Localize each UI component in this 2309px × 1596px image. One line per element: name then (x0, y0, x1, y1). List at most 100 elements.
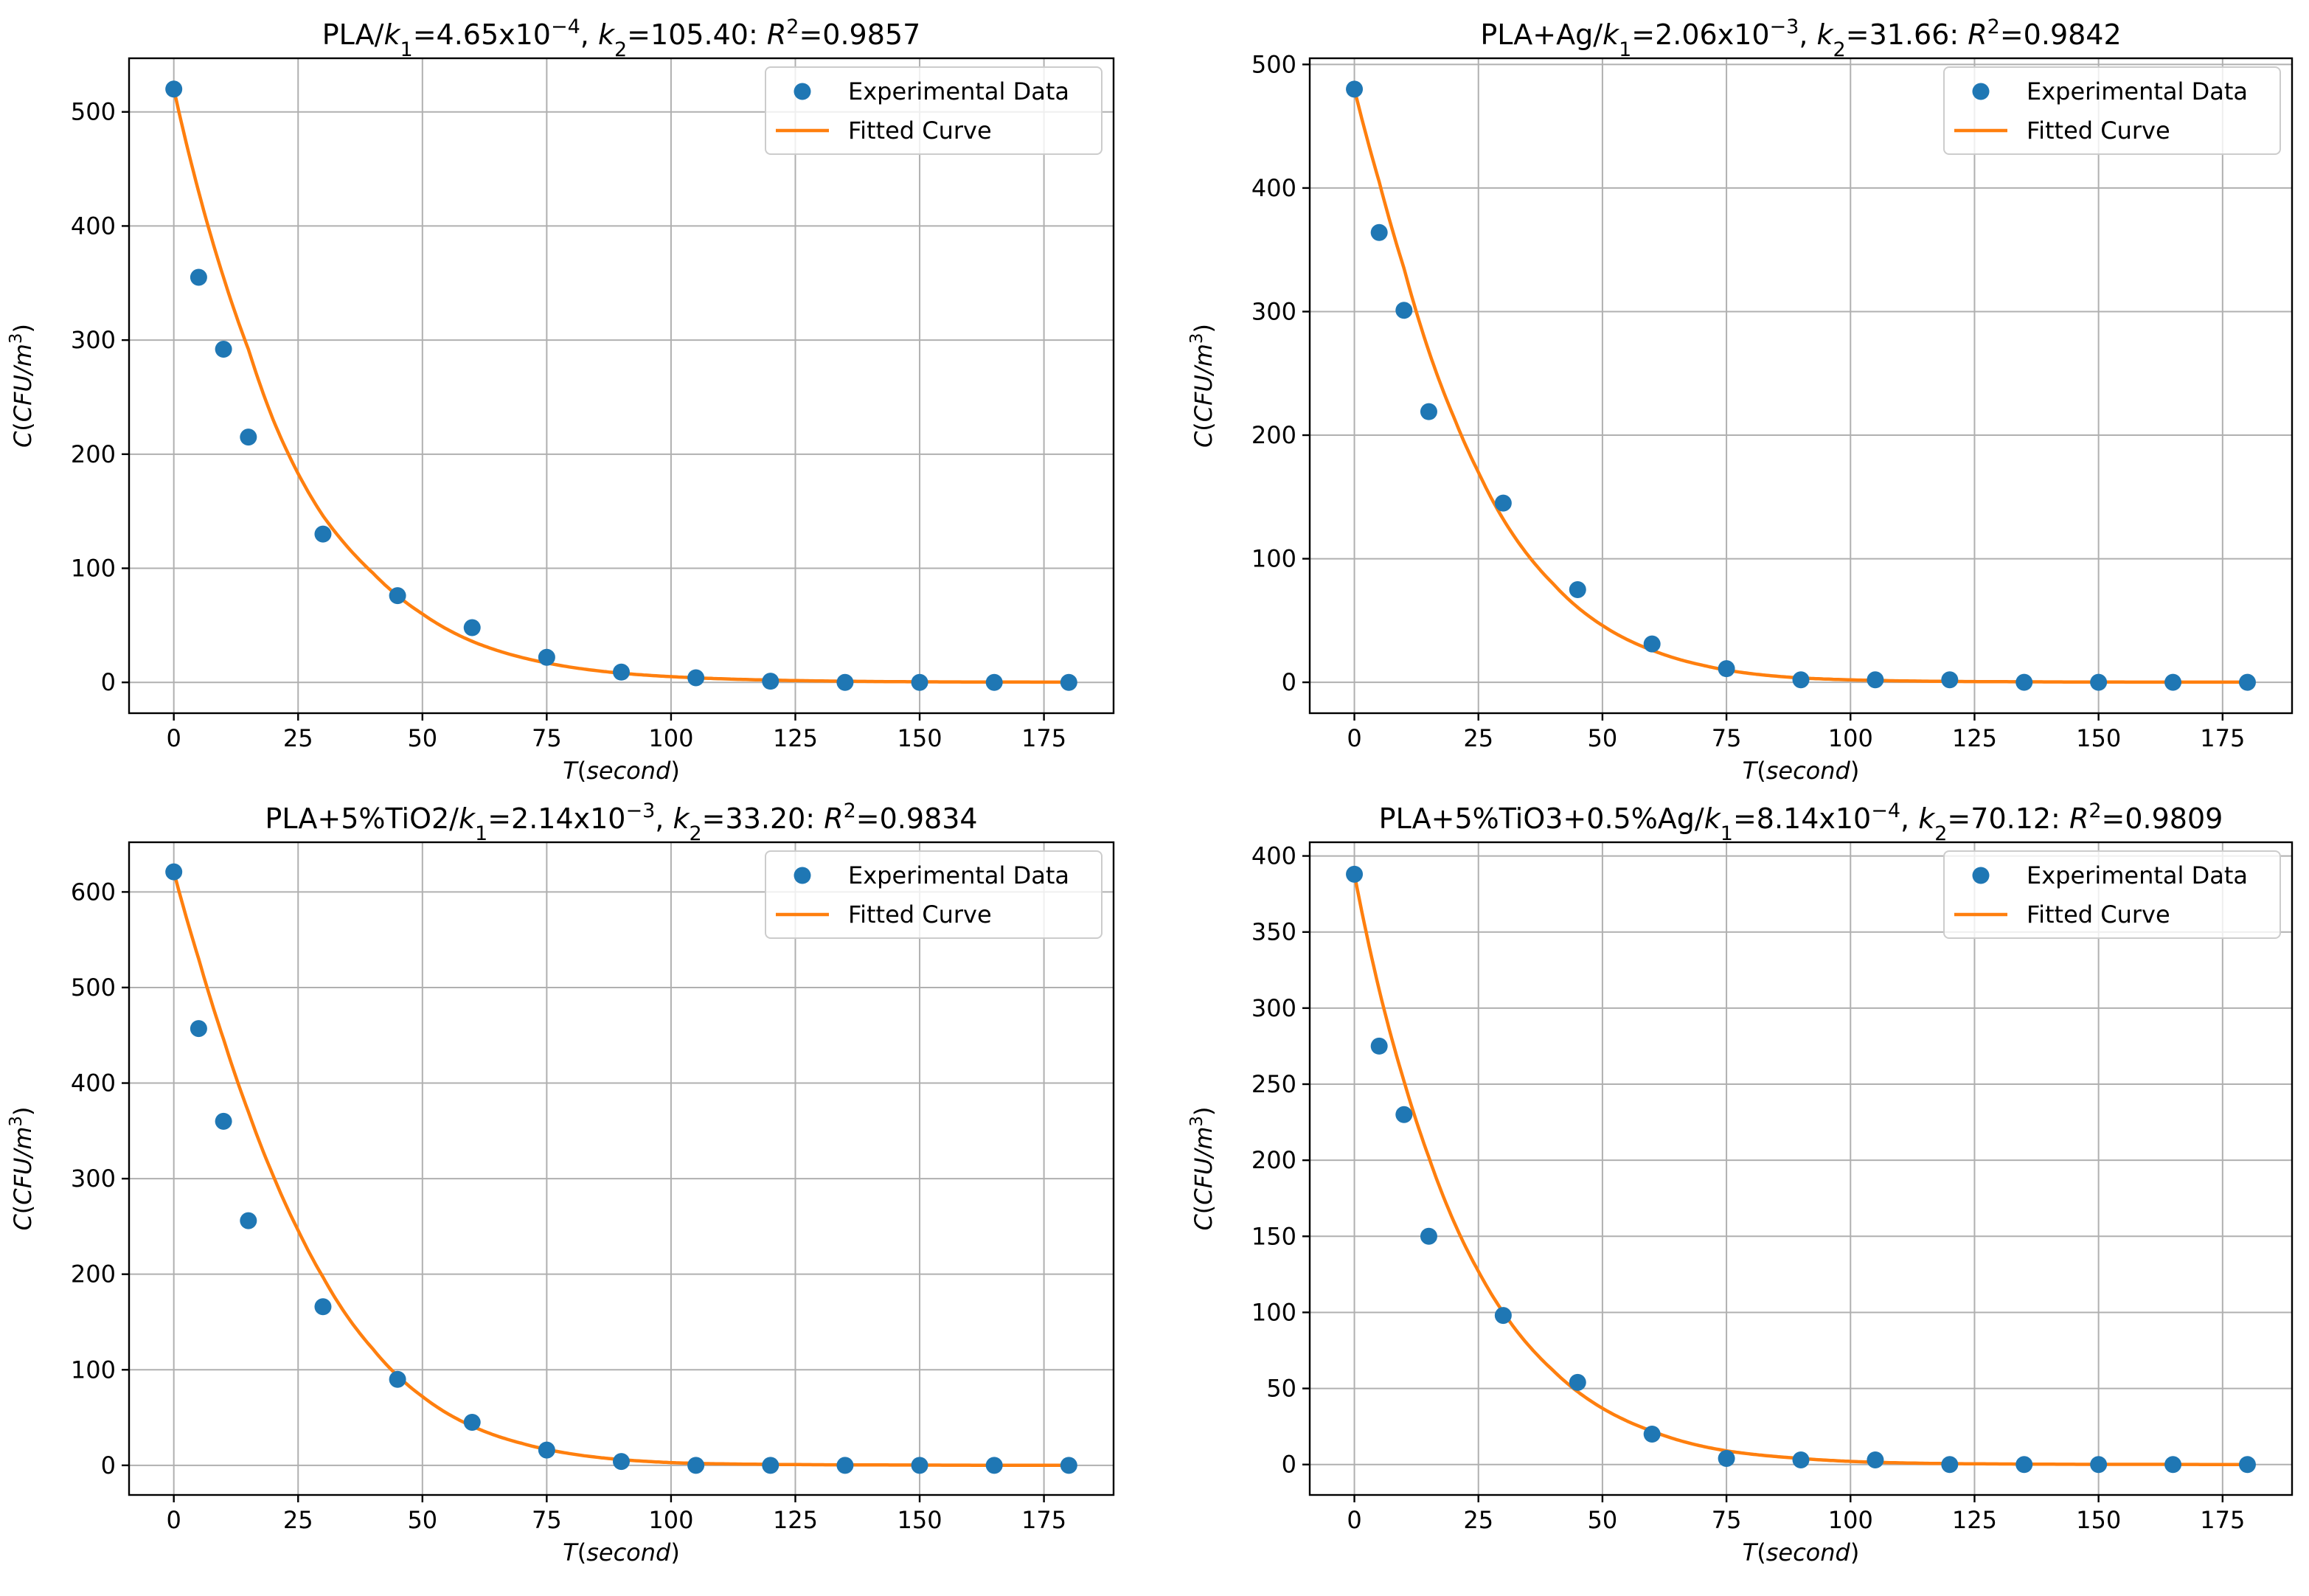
data-point (1060, 673, 1077, 691)
x-tick-label: 0 (167, 724, 181, 752)
y-tick-label: 100 (71, 1356, 116, 1384)
data-point (613, 663, 630, 681)
data-point (1420, 403, 1437, 420)
y-tick-label: 200 (1251, 421, 1296, 449)
title-part: k (673, 802, 690, 835)
data-point (911, 673, 928, 691)
title-part: =2.06x10 (1631, 18, 1769, 51)
data-point (463, 619, 481, 636)
y-label-var: C (9, 431, 37, 448)
x-tick-label: 150 (2076, 1506, 2121, 1534)
data-point (1395, 1106, 1413, 1123)
y-label-paren: ) (9, 324, 37, 333)
title-part: 2 (1833, 38, 1846, 61)
y-tick-label: 100 (1251, 1298, 1296, 1326)
y-label-exp: 3 (7, 1116, 26, 1127)
data-point (762, 673, 779, 690)
data-point (1718, 1449, 1735, 1467)
x-tick-label: 50 (1588, 1506, 1618, 1534)
x-tick-label: 125 (773, 1506, 818, 1534)
y-label-exp: 3 (1187, 1116, 1206, 1127)
fitted-curve-line (172, 870, 1071, 1467)
y-label-unit: CFU/m (1190, 1127, 1218, 1205)
x-tick-label: 125 (1952, 724, 1997, 752)
x-tick-label: 175 (2200, 724, 2245, 752)
data-point (240, 1212, 257, 1229)
legend-label-experimental: Experimental Data (2027, 861, 2248, 889)
data-point (463, 1414, 481, 1432)
y-label-unit: CFU/m (1190, 344, 1218, 422)
x-tick-label: 25 (283, 1506, 313, 1534)
x-tick-label: 150 (897, 724, 942, 752)
legend-marker-scatter (794, 83, 811, 100)
y-label-var: C (1190, 1214, 1218, 1231)
x-label-unit: second (1766, 757, 1851, 785)
x-label-unit: second (586, 1538, 671, 1566)
title-part: 1 (1721, 822, 1733, 845)
title-part: =8.14x10 (1733, 802, 1871, 835)
chart-title: PLA+Ag/k1=2.06x10−3, k2=31.66: R2=0.9842 (1480, 15, 2121, 61)
y-tick-label: 0 (101, 1451, 116, 1479)
y-axis-label: C(CFU/m3) (1187, 1106, 1218, 1230)
data-point (2164, 673, 2182, 691)
y-tick-label: 0 (101, 668, 116, 696)
x-tick-label: 75 (1712, 724, 1742, 752)
data-point (985, 673, 1003, 691)
x-axis-label: T(second) (1743, 1538, 1860, 1566)
title-part: k (1817, 18, 1835, 51)
legend-marker-scatter (1972, 83, 1990, 100)
data-point (240, 429, 257, 446)
data-point (2015, 673, 2033, 691)
y-axis-label: C(CFU/m3) (1187, 324, 1218, 448)
y-label-exp: 3 (1187, 333, 1206, 344)
y-label-var: C (9, 1214, 37, 1231)
title-part: k (1918, 802, 1936, 835)
x-label-paren: ( (577, 757, 586, 785)
data-point (2164, 1456, 2182, 1474)
title-part: R (1968, 18, 1987, 51)
data-point (1346, 865, 1364, 883)
title-part: =0.9857 (799, 18, 920, 51)
data-point (2238, 673, 2256, 691)
data-point (687, 669, 705, 687)
title-part: k (383, 18, 401, 51)
title-part: =4.65x10 (413, 18, 551, 51)
data-point (2090, 1456, 2108, 1474)
y-label-paren: ( (9, 1205, 37, 1214)
x-label-var: T (563, 757, 579, 785)
title-part: , (1799, 18, 1816, 51)
title-part: =31.66: (1846, 18, 1968, 51)
data-point (1395, 302, 1413, 319)
data-point (1569, 580, 1586, 598)
data-point (1370, 1037, 1388, 1055)
x-label-unit: second (586, 757, 671, 785)
x-label-paren: ( (1757, 757, 1765, 785)
x-axis-label: T(second) (563, 1538, 680, 1566)
x-tick-label: 25 (1463, 1506, 1493, 1534)
title-part: 2 (689, 822, 701, 845)
data-point (911, 1457, 928, 1474)
y-label-paren: ) (1190, 1106, 1218, 1115)
title-part: =0.9834 (856, 802, 978, 835)
x-tick-label: 75 (532, 1506, 562, 1534)
legend-label-experimental: Experimental Data (2027, 77, 2248, 105)
x-tick-label: 125 (1952, 1506, 1997, 1534)
fitted-curve-line (1353, 87, 2249, 684)
y-label-unit: CFU/m (9, 344, 37, 422)
data-point (1643, 635, 1661, 653)
data-point (1420, 1227, 1437, 1245)
y-label-paren: ) (9, 1106, 37, 1115)
x-tick-label: 175 (1021, 1506, 1066, 1534)
y-tick-label: 500 (71, 98, 116, 126)
title-part: =0.9842 (2000, 18, 2122, 51)
data-point (1060, 1457, 1077, 1474)
y-tick-label: 250 (1251, 1070, 1296, 1098)
title-part: −3 (625, 799, 655, 822)
legend-label-fitted: Fitted Curve (848, 901, 992, 929)
data-point (165, 863, 183, 881)
data-point (613, 1453, 630, 1471)
data-point (190, 268, 207, 286)
x-label-paren: ) (670, 757, 679, 785)
title-part: −4 (1871, 799, 1900, 822)
y-tick-label: 150 (1251, 1222, 1296, 1250)
